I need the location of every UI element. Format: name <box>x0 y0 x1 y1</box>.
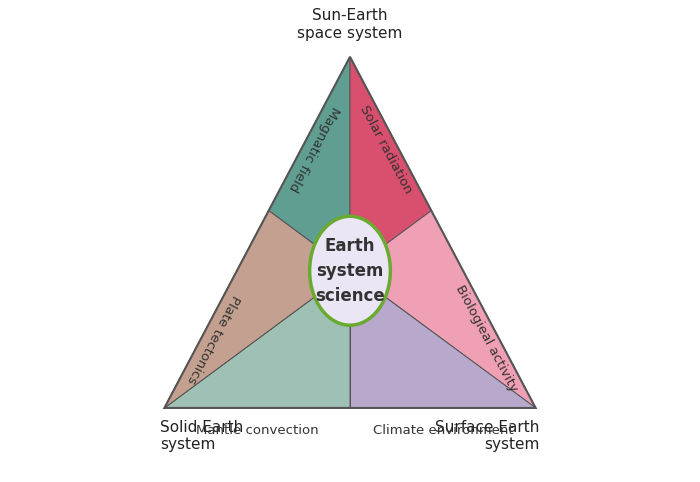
Polygon shape <box>164 211 350 408</box>
Text: Mantle convection: Mantle convection <box>196 424 318 437</box>
Polygon shape <box>350 57 431 271</box>
Text: Sun-Earth
space system: Sun-Earth space system <box>298 8 402 40</box>
Polygon shape <box>164 271 350 408</box>
Ellipse shape <box>309 216 391 325</box>
Text: Biologieal activity: Biologieal activity <box>453 283 520 394</box>
Polygon shape <box>269 57 350 271</box>
Text: Plate tectonics: Plate tectonics <box>185 293 242 386</box>
Polygon shape <box>350 211 536 408</box>
Text: Climate environment: Climate environment <box>372 424 513 437</box>
Text: Earth
system
science: Earth system science <box>315 237 385 305</box>
Text: Solid Earth
system: Solid Earth system <box>160 420 244 453</box>
Text: Solar radiation: Solar radiation <box>358 103 415 195</box>
Polygon shape <box>350 271 536 408</box>
Text: Surface Earth
system: Surface Earth system <box>435 420 540 453</box>
Text: Magnatic field: Magnatic field <box>286 105 342 194</box>
